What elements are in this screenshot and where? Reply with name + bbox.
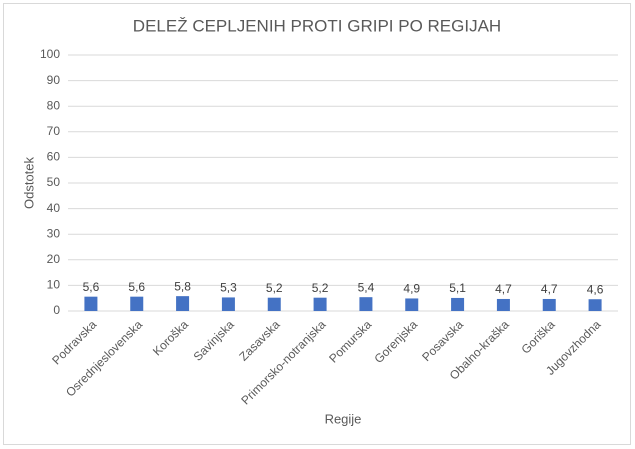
- y-axis-title: Odstotek: [21, 156, 36, 209]
- value-label: 4,6: [587, 282, 604, 296]
- y-tick-label: 60: [47, 150, 61, 164]
- bar: [588, 299, 602, 311]
- chart-border: [3, 3, 631, 445]
- x-axis-title: Regije: [325, 411, 362, 426]
- y-tick-label: 90: [47, 73, 61, 87]
- bar: [313, 297, 327, 311]
- value-label: 5,2: [266, 281, 283, 295]
- y-tick-label: 0: [53, 303, 60, 317]
- y-tick-label: 50: [47, 175, 61, 189]
- value-label: 5,2: [312, 281, 329, 295]
- bar: [84, 296, 98, 311]
- bar: [359, 297, 373, 311]
- y-tick-label: 80: [47, 98, 61, 112]
- y-tick-label: 70: [47, 124, 61, 138]
- bar: [267, 297, 281, 311]
- y-tick-label: 100: [40, 47, 60, 61]
- bar: [542, 298, 556, 311]
- bar: [176, 296, 190, 311]
- bar: [451, 297, 465, 311]
- y-tick-label: 40: [47, 201, 61, 215]
- bar: [496, 298, 510, 311]
- value-label: 5,8: [174, 279, 191, 293]
- value-label: 5,3: [220, 281, 237, 295]
- value-label: 4,7: [541, 282, 558, 296]
- value-label: 5,4: [358, 280, 375, 294]
- chart-title: DELEŽ CEPLJENIH PROTI GRIPI PO REGIJAH: [133, 16, 501, 35]
- value-label: 5,6: [128, 280, 145, 294]
- bar: [221, 297, 235, 311]
- value-label: 5,1: [449, 281, 466, 295]
- y-tick-label: 30: [47, 226, 61, 240]
- y-tick-label: 10: [47, 278, 61, 292]
- bar: [405, 298, 419, 311]
- value-label: 5,6: [83, 280, 100, 294]
- value-label: 4,9: [403, 282, 420, 296]
- y-tick-label: 20: [47, 252, 61, 266]
- value-label: 4,7: [495, 282, 512, 296]
- bar: [130, 296, 144, 311]
